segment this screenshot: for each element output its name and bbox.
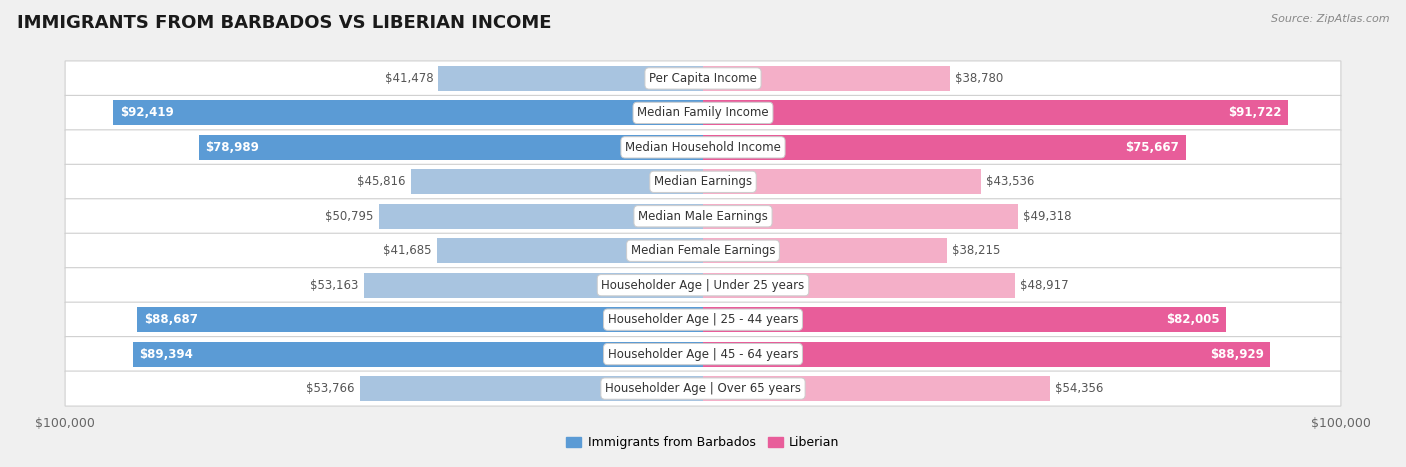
Text: Householder Age | Under 25 years: Householder Age | Under 25 years xyxy=(602,279,804,292)
Text: $48,917: $48,917 xyxy=(1021,279,1069,292)
Text: $49,318: $49,318 xyxy=(1022,210,1071,223)
Text: $45,816: $45,816 xyxy=(357,175,406,188)
Bar xyxy=(703,273,1015,297)
Bar xyxy=(703,204,1018,229)
Text: $43,536: $43,536 xyxy=(986,175,1035,188)
FancyBboxPatch shape xyxy=(65,337,1341,372)
Bar xyxy=(200,135,703,160)
Bar xyxy=(360,376,703,401)
Bar xyxy=(703,135,1185,160)
Text: IMMIGRANTS FROM BARBADOS VS LIBERIAN INCOME: IMMIGRANTS FROM BARBADOS VS LIBERIAN INC… xyxy=(17,14,551,32)
Text: $41,685: $41,685 xyxy=(384,244,432,257)
Text: $75,667: $75,667 xyxy=(1126,141,1180,154)
Bar xyxy=(138,307,703,332)
Bar xyxy=(703,100,1288,125)
FancyBboxPatch shape xyxy=(65,164,1341,199)
FancyBboxPatch shape xyxy=(65,302,1341,337)
Text: Source: ZipAtlas.com: Source: ZipAtlas.com xyxy=(1271,14,1389,24)
Bar xyxy=(380,204,703,229)
Bar xyxy=(437,238,703,263)
Legend: Immigrants from Barbados, Liberian: Immigrants from Barbados, Liberian xyxy=(561,432,845,454)
Bar xyxy=(703,238,946,263)
Text: $54,356: $54,356 xyxy=(1054,382,1104,395)
Bar xyxy=(703,170,981,194)
FancyBboxPatch shape xyxy=(65,199,1341,234)
Text: $91,722: $91,722 xyxy=(1229,106,1282,120)
Bar xyxy=(703,376,1050,401)
Text: $88,687: $88,687 xyxy=(143,313,197,326)
Text: Median Female Earnings: Median Female Earnings xyxy=(631,244,775,257)
Text: $38,780: $38,780 xyxy=(956,72,1004,85)
Text: $92,419: $92,419 xyxy=(120,106,173,120)
Text: Median Earnings: Median Earnings xyxy=(654,175,752,188)
Text: $41,478: $41,478 xyxy=(385,72,433,85)
Text: $50,795: $50,795 xyxy=(326,210,374,223)
FancyBboxPatch shape xyxy=(65,233,1341,268)
Text: $89,394: $89,394 xyxy=(139,347,193,361)
Text: Median Male Earnings: Median Male Earnings xyxy=(638,210,768,223)
Bar xyxy=(114,100,703,125)
Text: $53,163: $53,163 xyxy=(311,279,359,292)
Text: Householder Age | Over 65 years: Householder Age | Over 65 years xyxy=(605,382,801,395)
Text: $78,989: $78,989 xyxy=(205,141,259,154)
Text: $88,929: $88,929 xyxy=(1211,347,1264,361)
FancyBboxPatch shape xyxy=(65,268,1341,303)
FancyBboxPatch shape xyxy=(65,130,1341,165)
Text: $82,005: $82,005 xyxy=(1166,313,1220,326)
Bar xyxy=(439,66,703,91)
Bar xyxy=(703,307,1226,332)
FancyBboxPatch shape xyxy=(65,371,1341,406)
Bar xyxy=(132,342,703,367)
Text: Householder Age | 25 - 44 years: Householder Age | 25 - 44 years xyxy=(607,313,799,326)
FancyBboxPatch shape xyxy=(65,61,1341,96)
Bar xyxy=(703,66,950,91)
Text: Householder Age | 45 - 64 years: Householder Age | 45 - 64 years xyxy=(607,347,799,361)
Bar xyxy=(411,170,703,194)
Text: $53,766: $53,766 xyxy=(307,382,354,395)
Text: Median Family Income: Median Family Income xyxy=(637,106,769,120)
Text: Per Capita Income: Per Capita Income xyxy=(650,72,756,85)
FancyBboxPatch shape xyxy=(65,95,1341,130)
Bar xyxy=(703,342,1270,367)
Text: $38,215: $38,215 xyxy=(952,244,1000,257)
Text: Median Household Income: Median Household Income xyxy=(626,141,780,154)
Bar xyxy=(364,273,703,297)
